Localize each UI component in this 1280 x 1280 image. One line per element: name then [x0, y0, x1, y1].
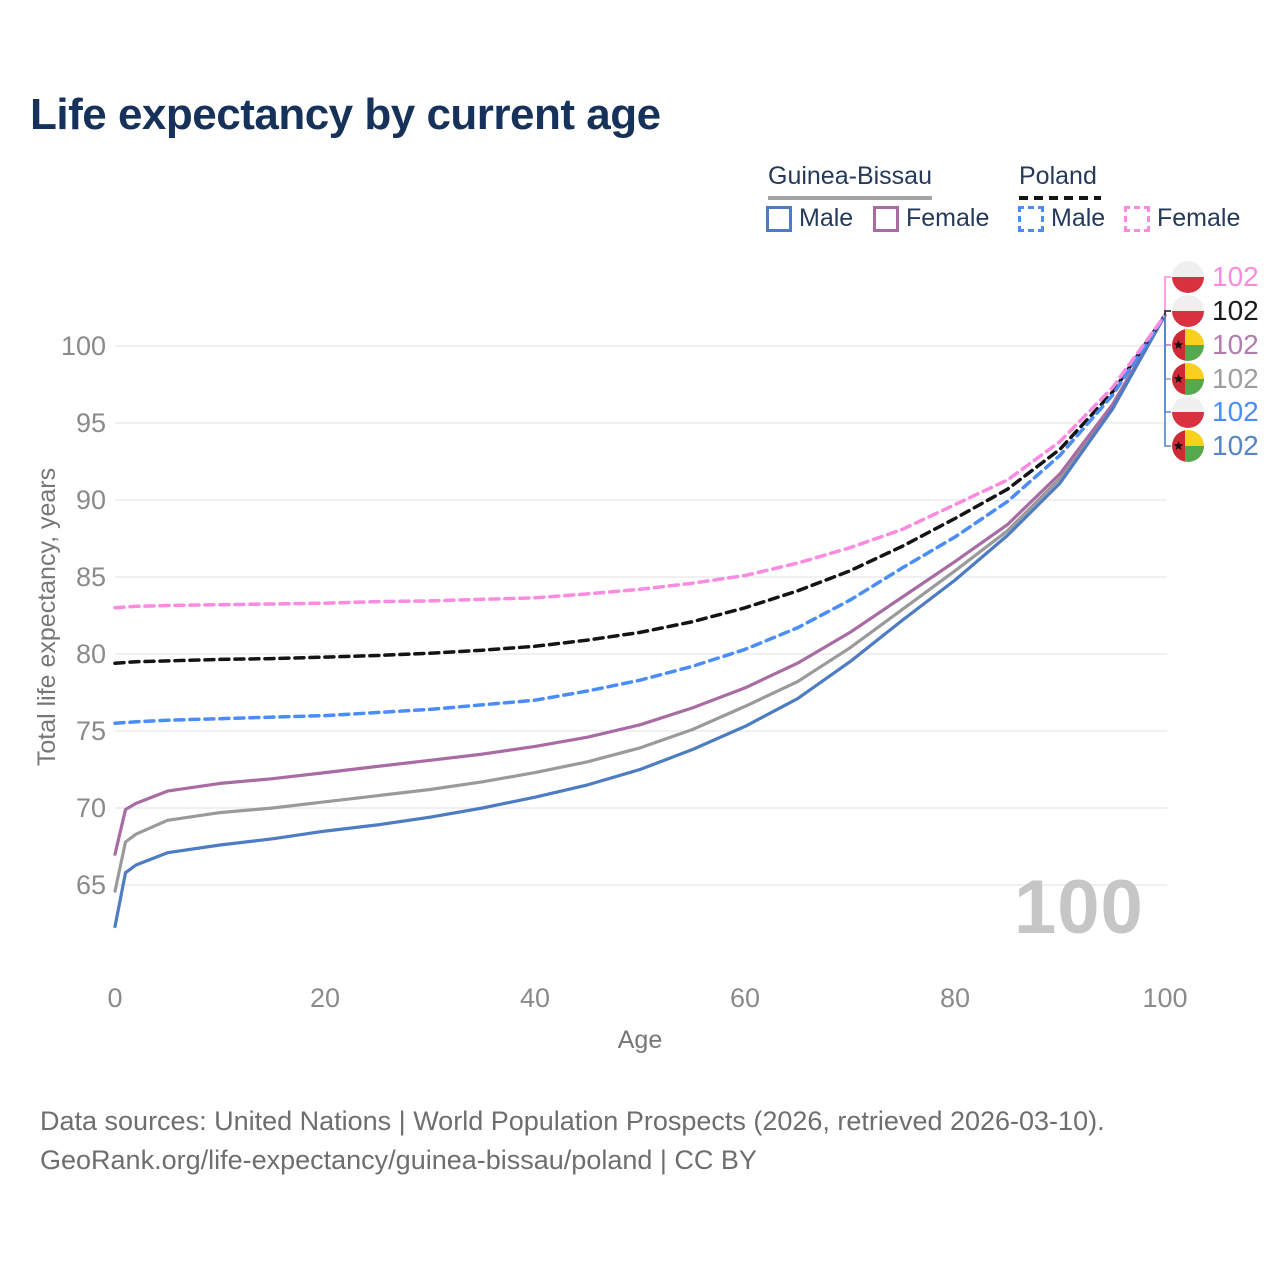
legend-label: Female: [906, 204, 990, 232]
legend-underline-solid: [768, 196, 932, 200]
end-value: 102: [1212, 396, 1259, 427]
poland-flag-icon: [1172, 396, 1204, 428]
end-value: 102: [1212, 295, 1259, 326]
pl-male-swatch-icon: [1018, 205, 1044, 232]
end-value: 102: [1212, 363, 1259, 394]
legend-item-pl-male[interactable]: Male: [1018, 204, 1105, 233]
gb-female-swatch-icon: [873, 205, 899, 232]
series-line-pl-male[interactable]: [113, 313, 1167, 726]
legend-group-poland[interactable]: Poland: [1019, 162, 1097, 190]
pl-female-swatch-icon: [1124, 205, 1150, 232]
series-line-pl-female[interactable]: [113, 313, 1167, 610]
end-value: 102: [1212, 430, 1259, 461]
end-value: 102: [1212, 261, 1259, 292]
legend-underline-dashed: [1019, 196, 1101, 200]
x-tick-label: 80: [939, 983, 971, 1013]
gb-male-swatch-icon: [766, 205, 792, 232]
leader-line: [1164, 310, 1171, 316]
y-tick-label: 95: [75, 408, 106, 438]
poland-flag-icon: [1172, 261, 1204, 293]
end-label-gb-male: 102: [1172, 429, 1259, 463]
series-line-pl-all[interactable]: [113, 313, 1167, 665]
y-tick-label: 75: [75, 716, 106, 746]
end-value: 102: [1212, 329, 1259, 360]
y-tick-label: 70: [75, 793, 106, 823]
data-sources-text: Data sources: United Nations | World Pop…: [40, 1106, 1105, 1136]
guinea-bissau-flag-icon: [1172, 329, 1204, 361]
y-tick-label: 100: [60, 331, 106, 361]
x-tick-label: 100: [1142, 983, 1188, 1013]
age-watermark: 100: [1014, 865, 1144, 950]
x-axis-title: Age: [617, 1026, 663, 1054]
poland-flag-icon: [1172, 295, 1204, 327]
series-line-gb-female[interactable]: [113, 313, 1167, 856]
guinea-bissau-flag-icon: [1172, 363, 1204, 395]
x-tick-label: 20: [309, 983, 341, 1013]
legend-item-gb-male[interactable]: Male: [766, 204, 853, 233]
y-tick-label: 90: [75, 485, 106, 515]
end-label-gb-all: 102: [1172, 362, 1259, 396]
page-title: Life expectancy by current age: [30, 90, 661, 139]
end-label-pl-female: 102: [1172, 260, 1259, 294]
guinea-bissau-flag-icon: [1172, 430, 1204, 462]
y-tick-label: 80: [75, 639, 106, 669]
leader-line: [1164, 315, 1171, 447]
legend-group-guinea-bissau[interactable]: Guinea-Bissau: [768, 162, 932, 190]
end-label-pl-all: 102: [1172, 294, 1259, 328]
y-tick-label: 85: [75, 562, 106, 592]
x-tick-label: 0: [107, 983, 123, 1013]
legend-label: Male: [1051, 204, 1106, 232]
legend-item-gb-female[interactable]: Female: [873, 204, 989, 233]
legend-label: Male: [799, 204, 854, 232]
x-tick-label: 40: [519, 983, 551, 1013]
legend-label: Female: [1157, 204, 1241, 232]
leader-line: [1164, 315, 1171, 413]
legend-item-pl-female[interactable]: Female: [1124, 204, 1240, 233]
end-label-gb-female: 102: [1172, 328, 1259, 362]
leader-line: [1164, 315, 1171, 380]
leader-line: [1164, 276, 1171, 316]
series-line-gb-male[interactable]: [113, 313, 1167, 929]
series-line-gb-all[interactable]: [113, 313, 1167, 893]
attribution-text: GeoRank.org/life-expectancy/guinea-bissa…: [40, 1145, 757, 1175]
x-tick-label: 60: [729, 983, 761, 1013]
leader-line: [1164, 315, 1171, 346]
y-tick-label: 65: [75, 870, 106, 900]
end-label-pl-male: 102: [1172, 395, 1259, 429]
